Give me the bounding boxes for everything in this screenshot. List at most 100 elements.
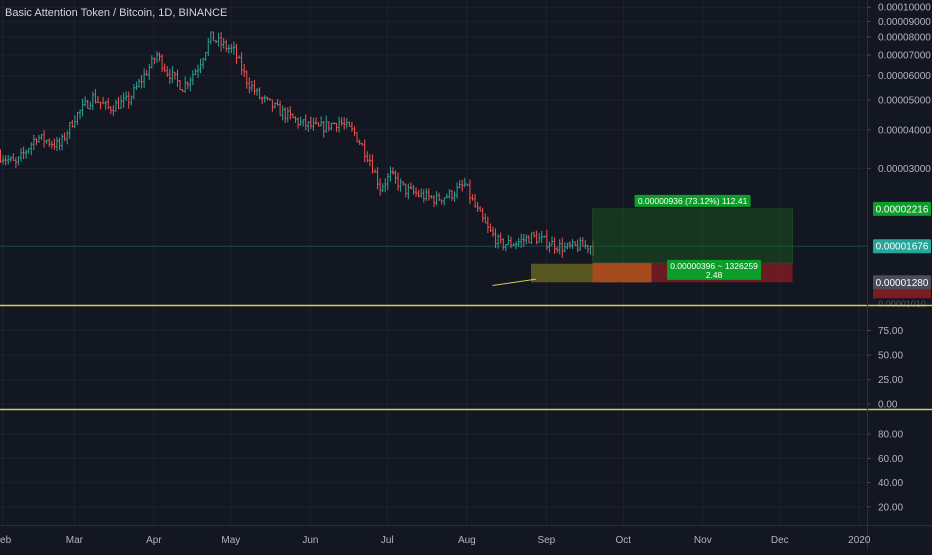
candle[interactable] [484,213,487,224]
candle[interactable] [366,151,369,163]
candle[interactable] [281,105,284,121]
candle[interactable] [420,188,423,198]
candle[interactable] [243,64,246,78]
candle[interactable] [348,121,351,127]
candle[interactable] [186,81,189,90]
candle[interactable] [355,132,359,143]
candle[interactable] [166,66,169,77]
candle[interactable] [553,237,556,254]
candle[interactable] [199,58,202,74]
candle[interactable] [458,180,461,189]
candle[interactable] [225,39,228,52]
candle[interactable] [25,149,28,159]
candle[interactable] [389,166,392,182]
candle[interactable] [207,37,210,56]
candle[interactable] [520,233,523,249]
candle[interactable] [332,121,336,125]
candle[interactable] [466,183,469,186]
candle[interactable] [566,242,569,250]
candle[interactable] [438,192,441,201]
candle[interactable] [261,96,264,105]
candle[interactable] [294,116,297,124]
candle[interactable] [204,52,207,61]
candle[interactable] [1,155,5,165]
candle[interactable] [371,154,374,174]
candle[interactable] [212,31,215,42]
candle[interactable] [404,183,407,198]
candle[interactable] [525,234,528,245]
candle[interactable] [425,188,428,201]
candle[interactable] [514,241,518,250]
candlestick-series[interactable] [0,31,595,258]
candle[interactable] [353,126,356,137]
candle[interactable] [196,64,200,79]
candle[interactable] [499,232,502,244]
candle[interactable] [122,92,125,108]
candle[interactable] [545,229,548,251]
price-axis[interactable]: 0.00010000 0.00009000 0.00008000 0.00007000… [867,3,931,175]
candle[interactable] [158,52,161,62]
candle[interactable] [268,98,271,101]
candle[interactable] [571,239,574,250]
candle[interactable] [109,106,112,115]
target-box-label[interactable]: 0.00000936 (73.12%) 112.41 [634,194,751,207]
candle[interactable] [50,140,53,149]
candle[interactable] [335,122,338,132]
candle[interactable] [448,189,451,199]
candle[interactable] [222,37,225,49]
trendline[interactable] [492,278,537,286]
candle[interactable] [409,182,413,190]
oscillator-1-axis[interactable]: 75.00 50.00 25.00 0.00 [867,326,903,411]
candle[interactable] [240,51,243,76]
candle[interactable] [125,91,128,101]
candle[interactable] [284,107,287,124]
candle[interactable] [114,99,118,112]
candle[interactable] [12,153,15,161]
candle[interactable] [71,119,74,128]
candle[interactable] [363,139,366,163]
candle[interactable] [576,239,579,252]
candle[interactable] [394,170,397,184]
candle[interactable] [209,31,212,45]
candle[interactable] [250,80,253,92]
candle[interactable] [550,236,554,246]
candle[interactable] [60,133,64,151]
candle[interactable] [140,74,143,89]
candle[interactable] [48,138,51,147]
candle[interactable] [4,155,7,166]
stop-box-label[interactable]: 0.00000396 ~ 1326259 2.48 [667,259,762,280]
candle[interactable] [155,51,159,64]
candle[interactable] [53,138,56,150]
candle[interactable] [435,191,438,206]
candle[interactable] [314,117,318,125]
candle[interactable] [191,70,194,86]
candle[interactable] [7,154,10,165]
candle[interactable] [391,167,395,175]
candle[interactable] [107,97,110,110]
candle[interactable] [384,178,387,193]
candle[interactable] [432,195,436,208]
candle[interactable] [153,57,156,65]
candle[interactable] [307,121,310,132]
candle[interactable] [473,193,477,208]
candle[interactable] [9,156,12,162]
candle[interactable] [96,96,100,104]
candle[interactable] [494,228,497,249]
candle[interactable] [266,96,269,101]
candle[interactable] [486,216,489,234]
candle[interactable] [330,122,333,131]
candle[interactable] [568,241,572,249]
candle[interactable] [320,116,323,127]
long-position-target-zone[interactable] [592,208,793,264]
candle[interactable] [235,43,238,65]
candle[interactable] [181,89,184,92]
candle[interactable] [296,117,300,129]
time-axis[interactable]: Feb Mar Apr May Jun Jul Aug Sep Oct Nov Dec 2020 [0,535,871,546]
candle[interactable] [573,241,577,247]
candle[interactable] [535,230,538,245]
candle[interactable] [289,106,292,120]
candle[interactable] [148,63,151,80]
candle[interactable] [563,242,566,253]
candle[interactable] [45,139,48,145]
candle[interactable] [40,133,43,141]
